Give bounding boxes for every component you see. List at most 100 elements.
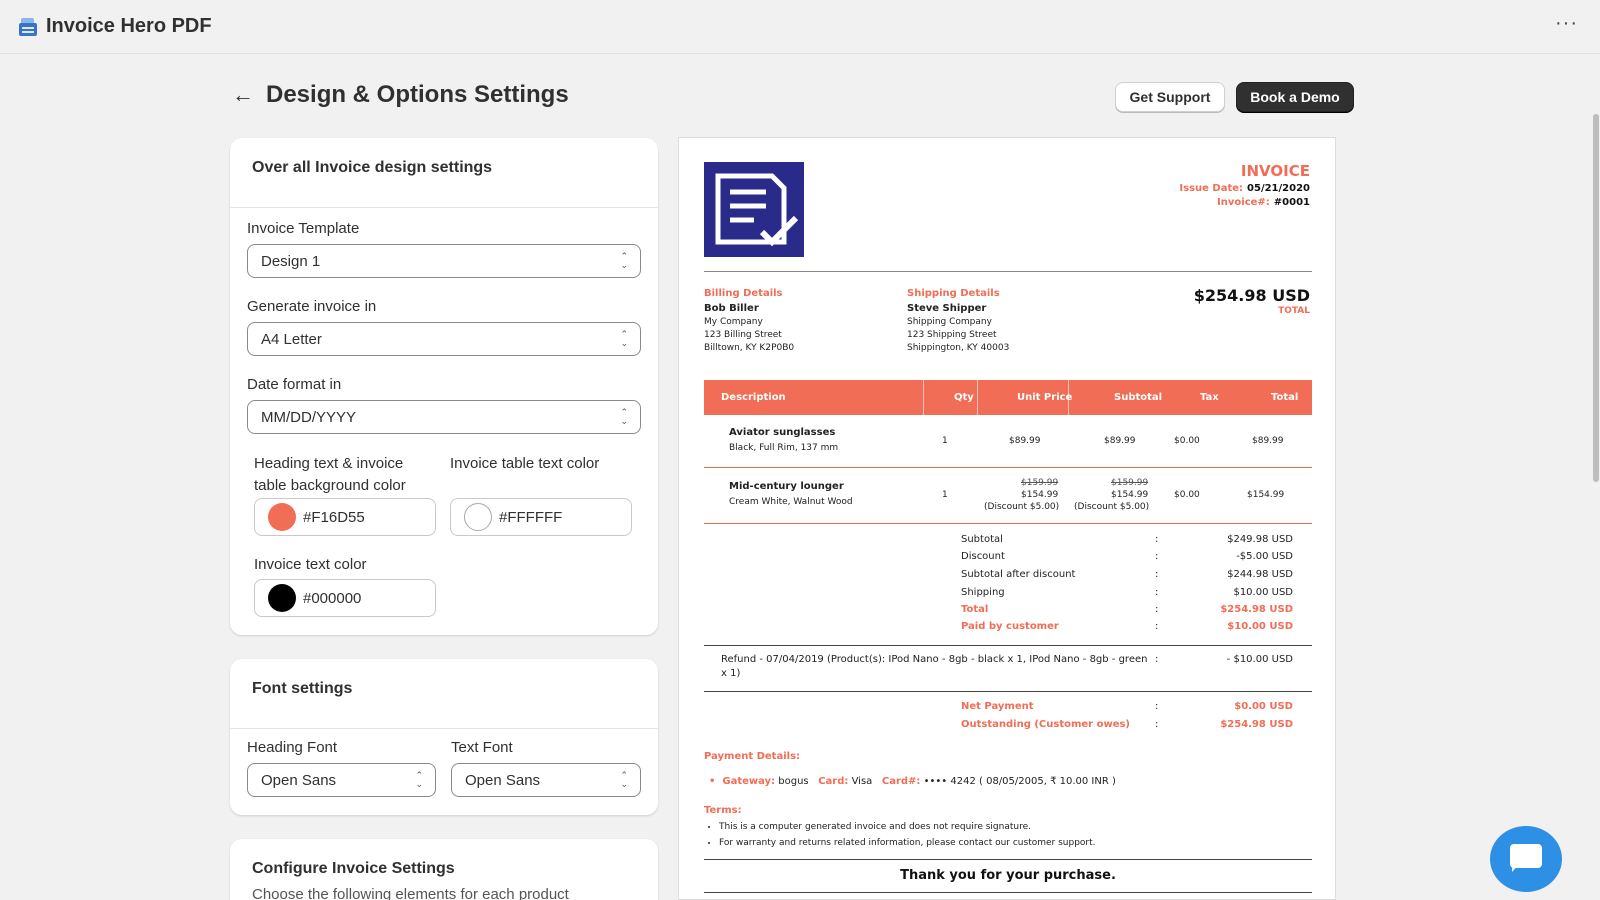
template-select[interactable]: Design 1 ⌃ ⌄ xyxy=(247,244,641,278)
book-demo-button[interactable]: Book a Demo xyxy=(1236,82,1354,112)
paper-size-select[interactable]: A4 Letter ⌃ ⌄ xyxy=(247,322,641,356)
text-font-select[interactable]: Open Sans ⌃ ⌄ xyxy=(451,763,641,797)
item-qty: 1 xyxy=(942,490,948,500)
date-format-value: MM/DD/YYYY xyxy=(261,408,357,426)
billing-line: 123 Billing Street xyxy=(704,330,782,340)
column-header: Subtotal xyxy=(1114,392,1163,403)
invoice-number: Invoice#: #0001 xyxy=(1217,197,1310,208)
net-payment-value: $0.00 USD xyxy=(1234,701,1293,712)
issue-date-label: Issue Date: xyxy=(1179,183,1244,194)
colon: : xyxy=(1155,621,1159,632)
item-unit-price-original: $159.99 xyxy=(1021,478,1059,488)
divider xyxy=(704,645,1312,646)
app-title: Invoice Hero PDF xyxy=(46,15,212,37)
payment-heading: Payment Details: xyxy=(704,751,801,762)
column-header: Total xyxy=(1271,392,1299,403)
item-variant: Cream White, Walnut Wood xyxy=(729,497,853,507)
row-divider xyxy=(704,523,1312,524)
template-label: Invoice Template xyxy=(247,220,360,237)
divider xyxy=(704,892,1312,893)
invoice-table-header: Description Qty Unit Price Subtotal Tax … xyxy=(704,380,1312,415)
text-color-input[interactable]: #000000 xyxy=(254,579,436,617)
color-swatch[interactable] xyxy=(268,584,296,612)
item-name: Aviator sunglasses xyxy=(729,427,836,438)
issue-date-value: 05/21/2020 xyxy=(1247,183,1310,194)
scrollbar-thumb[interactable] xyxy=(1593,114,1599,482)
colon: : xyxy=(1155,569,1159,580)
shipping-address: Steve Shipper Shipping Company 123 Shipp… xyxy=(907,302,1009,355)
invoice-title: INVOICE xyxy=(1240,162,1310,180)
colon: : xyxy=(1155,654,1159,665)
shipping-heading: Shipping Details xyxy=(907,288,1000,299)
chat-icon[interactable] xyxy=(1490,826,1562,892)
refund-line-2: x 1) xyxy=(721,668,741,679)
card-number-value: •••• 4242 ( 08/05/2005, ₹ 10.00 INR ) xyxy=(923,776,1116,787)
item-qty: 1 xyxy=(942,436,948,446)
configure-invoice-title: Configure Invoice Settings xyxy=(252,860,455,877)
color-swatch[interactable] xyxy=(268,503,296,531)
table-text-color-input[interactable]: #FFFFFF xyxy=(450,498,632,536)
page-title: Design & Options Settings xyxy=(266,81,569,108)
item-total: $89.99 xyxy=(1252,436,1284,446)
heading-font-select[interactable]: Open Sans ⌃ ⌄ xyxy=(247,763,436,797)
colon: : xyxy=(1155,587,1159,598)
summary-label: Paid by customer xyxy=(961,621,1059,632)
table-text-color-value: #FFFFFF xyxy=(499,508,563,526)
chevron-updown-icon: ⌃ ⌄ xyxy=(620,770,628,789)
summary-value: $249.98 USD xyxy=(1227,534,1293,545)
outstanding-label: Outstanding (Customer owes) xyxy=(961,719,1131,730)
billing-line: Billtown, KY K2P0B0 xyxy=(704,343,795,353)
heading-color-label: Heading text & invoice xyxy=(254,455,404,472)
configure-invoice-card: Configure Invoice Settings Choose the fo… xyxy=(230,839,658,900)
chevron-updown-icon: ⌃ ⌄ xyxy=(620,329,628,348)
column-header: Description xyxy=(721,392,786,403)
column-header: Qty xyxy=(954,392,974,403)
invoice-document-icon xyxy=(704,162,804,257)
colon: : xyxy=(1155,604,1159,615)
color-swatch[interactable] xyxy=(464,503,492,531)
summary-label: Subtotal after discount xyxy=(961,569,1076,580)
divider xyxy=(704,271,1312,272)
more-menu-icon[interactable]: ··· xyxy=(1555,12,1578,34)
colon: : xyxy=(1155,551,1159,562)
scrollbar[interactable] xyxy=(1592,54,1600,900)
heading-color-input[interactable]: #F16D55 xyxy=(254,498,436,536)
item-unit-discount: (Discount $5.00) xyxy=(984,502,1060,512)
shipping-line: 123 Shipping Street xyxy=(907,330,997,340)
date-format-label: Date format in xyxy=(247,376,342,393)
billing-address: Bob Biller My Company 123 Billing Street… xyxy=(704,302,794,355)
date-format-select[interactable]: MM/DD/YYYY ⌃ ⌄ xyxy=(247,400,641,434)
chevron-updown-icon: ⌃ ⌄ xyxy=(415,770,423,789)
item-variant: Black, Full Rim, 137 mm xyxy=(729,443,839,453)
invoice-preview: INVOICE Issue Date: 05/21/2020 Invoice#: #… xyxy=(678,137,1336,900)
text-font-value: Open Sans xyxy=(465,771,541,789)
design-settings-title: Over all Invoice design settings xyxy=(230,138,658,208)
item-subtotal: $154.99 xyxy=(1111,490,1149,500)
refund-line: Refund - 07/04/2019 (Product(s): IPod Na… xyxy=(721,654,1148,665)
column-header: Tax xyxy=(1200,392,1219,403)
invoice-issue-date: Issue Date: 05/21/2020 xyxy=(1179,183,1310,194)
outstanding-value: $254.98 USD xyxy=(1220,719,1293,730)
back-arrow-icon[interactable]: ← xyxy=(232,82,254,107)
invoice-number-value: #0001 xyxy=(1273,197,1310,208)
billing-name: Bob Biller xyxy=(704,303,759,314)
divider xyxy=(704,859,1312,860)
get-support-button[interactable]: Get Support xyxy=(1115,82,1225,112)
invoice-total-caption: TOTAL xyxy=(1278,306,1310,316)
font-settings-title: Font settings xyxy=(230,659,658,729)
invoice-total-amount: $254.98 USD xyxy=(1193,286,1310,305)
terms-item: This is a computer generated invoice and… xyxy=(719,822,1096,832)
configure-invoice-subtitle: Choose the following elements for each p… xyxy=(252,886,569,900)
item-tax: $0.00 xyxy=(1174,490,1200,500)
colon: : xyxy=(1155,719,1159,730)
generate-label: Generate invoice in xyxy=(247,298,377,315)
net-payment-label: Net Payment xyxy=(961,701,1034,712)
chevron-updown-icon: ⌃ ⌄ xyxy=(620,251,628,270)
heading-color-label-line2: table background color xyxy=(254,477,406,494)
summary-label: Discount xyxy=(961,551,1005,562)
shipping-line: Shipping Company xyxy=(907,317,992,327)
summary-value: $244.98 USD xyxy=(1227,569,1293,580)
text-font-label: Text Font xyxy=(451,739,513,756)
summary-label: Shipping xyxy=(961,587,1005,598)
design-settings-card: Over all Invoice design settings Invoice… xyxy=(230,138,658,635)
